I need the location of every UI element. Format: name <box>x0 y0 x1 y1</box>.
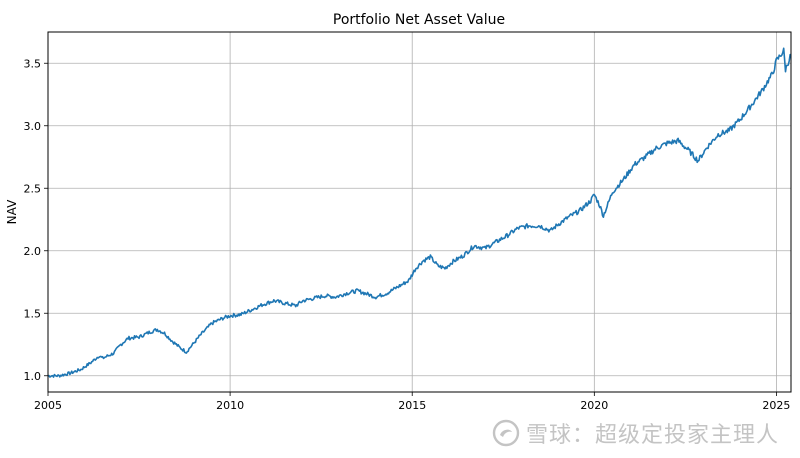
y-tick-label: 1.5 <box>24 307 42 320</box>
chart-title: Portfolio Net Asset Value <box>333 12 505 28</box>
nav-series-line <box>47 47 792 378</box>
y-tick-label: 2.5 <box>24 182 42 195</box>
y-tick-label: 3.5 <box>24 57 42 70</box>
x-tick-label: 2005 <box>34 399 62 412</box>
y-axis-label: NAV <box>5 199 19 224</box>
watermark: 雪球：超级定投家主理人 <box>492 418 779 448</box>
y-tick-label: 3.0 <box>24 120 42 133</box>
grid-lines <box>47 32 791 392</box>
plot-area <box>47 47 792 378</box>
x-tick-label: 2025 <box>762 399 790 412</box>
y-tick-label: 1.0 <box>24 370 42 383</box>
y-axis: 1.0 1.5 2.0 2.5 3.0 3.5 <box>24 57 48 383</box>
x-tick-label: 2020 <box>580 399 608 412</box>
x-axis: 2005 2010 2015 2020 2025 <box>34 392 790 412</box>
axes-frame <box>47 31 792 393</box>
snowball-logo-icon <box>492 419 520 447</box>
y-tick-label: 2.0 <box>24 245 42 258</box>
x-tick-label: 2010 <box>216 399 244 412</box>
watermark-text: 雪球：超级定投家主理人 <box>526 423 780 448</box>
x-tick-label: 2015 <box>398 399 426 412</box>
